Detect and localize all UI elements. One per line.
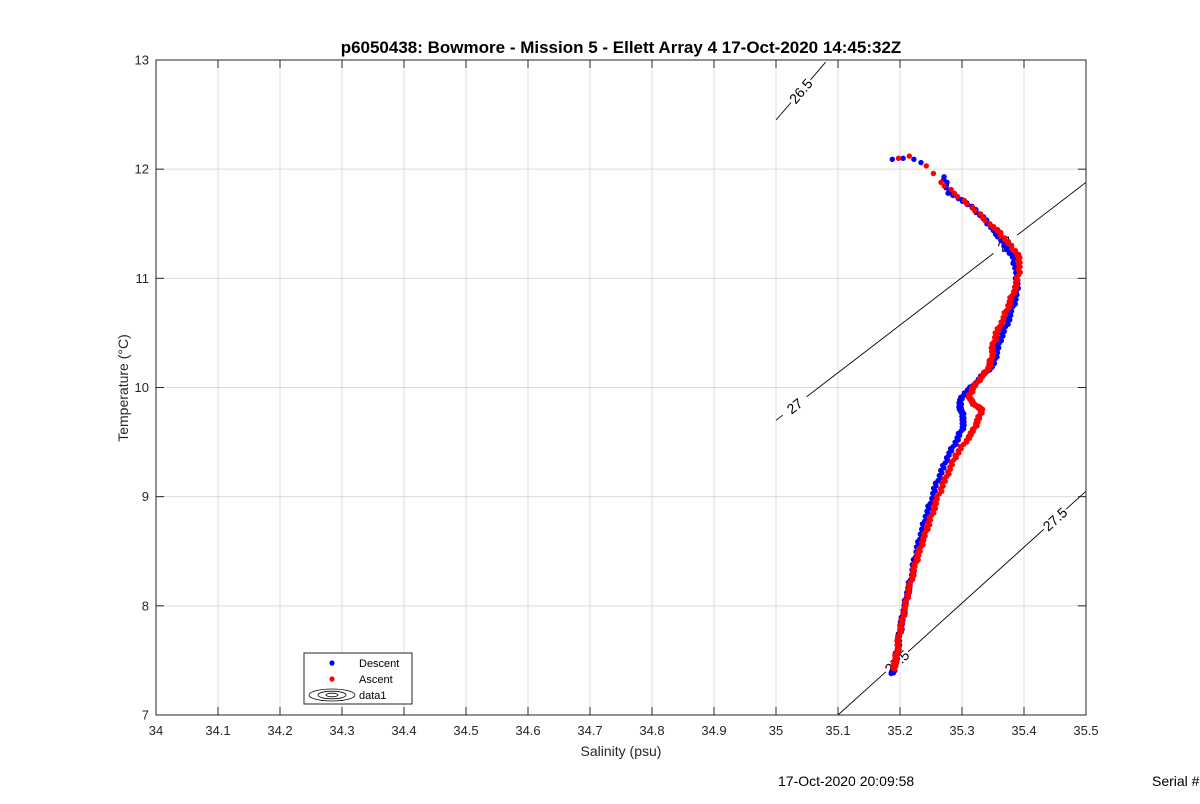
x-tick-label: 35.5: [1073, 723, 1098, 738]
ascent-point: [982, 217, 988, 224]
legend-contour-icon: [308, 688, 356, 702]
legend-box: [303, 652, 413, 705]
descent-point: [888, 670, 894, 677]
ascent-point: [954, 194, 961, 200]
footer-serial: Serial #: [1152, 773, 1200, 789]
ascent-point: [948, 186, 954, 193]
ascent-point: [964, 201, 970, 207]
y-axis-label: Temperature (°C): [115, 334, 131, 442]
chart-title: p6050438: Bowmore - Mission 5 - Ellett A…: [341, 38, 902, 57]
descent-point: [889, 156, 895, 162]
descent-point: [900, 155, 906, 161]
y-tick-label: 9: [142, 489, 149, 504]
contour-label-group: 27: [777, 389, 812, 423]
y-tick-label: 8: [142, 598, 149, 613]
descent-point: [918, 159, 924, 166]
legend-ascent-marker: [329, 676, 335, 682]
ascent-point: [930, 170, 937, 177]
x-axis-label: Salinity (psu): [581, 743, 662, 759]
y-tick-label: 7: [142, 708, 149, 723]
legend-descent-label: Descent: [359, 658, 399, 670]
x-tick-label: 34.8: [639, 723, 664, 738]
x-tick-label: 34.4: [391, 723, 416, 738]
x-tick-label: 34.7: [577, 723, 602, 738]
descent-point: [911, 156, 917, 162]
legend-data1-label: data1: [359, 690, 387, 702]
x-tick-label: 34.1: [205, 723, 230, 738]
x-tick-label: 34.6: [515, 723, 540, 738]
x-tick-label: 35: [769, 723, 783, 738]
y-tick-label: 12: [135, 162, 149, 177]
contour-label-bg: [1037, 502, 1073, 536]
x-tick-label: 34.2: [267, 723, 292, 738]
contour-label-bg: [784, 73, 818, 109]
descent-point: [945, 190, 951, 196]
x-tick-label: 35.2: [887, 723, 912, 738]
x-tick-label: 35.3: [949, 723, 974, 738]
legend: Descent Ascent data1: [303, 652, 413, 705]
ascent-point: [951, 190, 957, 196]
isopycnal-line-27: [775, 181, 1086, 421]
ascent-point: [906, 153, 912, 159]
legend-ascent-label: Ascent: [359, 674, 393, 686]
legend-descent-marker: [329, 660, 335, 666]
y-tick-label: 10: [135, 380, 149, 395]
x-tick-label: 34.5: [453, 723, 478, 738]
tick-layer: 34 34.1 34.2 34.3 34.4 34.5 34.6 34.7 34.8 34.9 35…: [135, 53, 1099, 739]
x-tick-label: 34.3: [329, 723, 354, 738]
ascent-point: [895, 155, 902, 161]
data-layer: [888, 153, 1023, 677]
ascent-point: [891, 666, 898, 672]
x-tick-label: 34.9: [701, 723, 726, 738]
footer-timestamp: 17-Oct-2020 20:09:58: [778, 773, 915, 789]
y-tick-label: 11: [136, 271, 150, 286]
contour-label-bg: [777, 389, 812, 423]
ascent-point: [923, 163, 929, 169]
y-tick-label: 13: [135, 53, 149, 68]
ascent-point: [972, 208, 978, 214]
x-tick-label: 35.1: [825, 723, 850, 738]
x-tick-label: 35.4: [1011, 723, 1036, 738]
ascent-point: [941, 183, 947, 189]
x-tick-label: 34: [149, 723, 163, 738]
ascent-point: [938, 179, 944, 185]
